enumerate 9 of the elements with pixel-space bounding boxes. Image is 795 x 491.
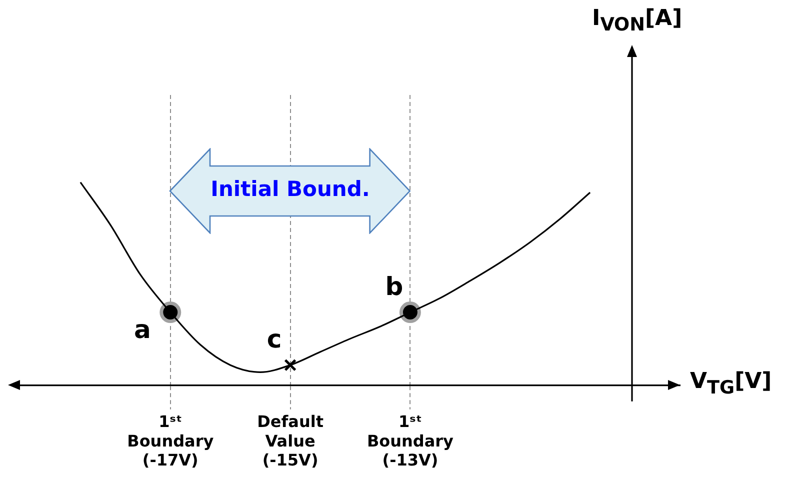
x-tick-label: Default Value (-15V) (257, 412, 324, 470)
text: I$_{VON}$[A] (592, 6, 682, 36)
annotation: Initial Bound. (210, 177, 371, 201)
annotation: c (266, 324, 282, 354)
x-tick-label: 1ˢᵗ Boundary (-17V) (127, 412, 214, 470)
annotation: a (134, 314, 151, 344)
x-axis-title: V$_{TG}$[V] (690, 369, 772, 399)
x-tick-label: 1ˢᵗ Boundary (-13V) (366, 412, 454, 470)
annotation: b (385, 272, 404, 301)
